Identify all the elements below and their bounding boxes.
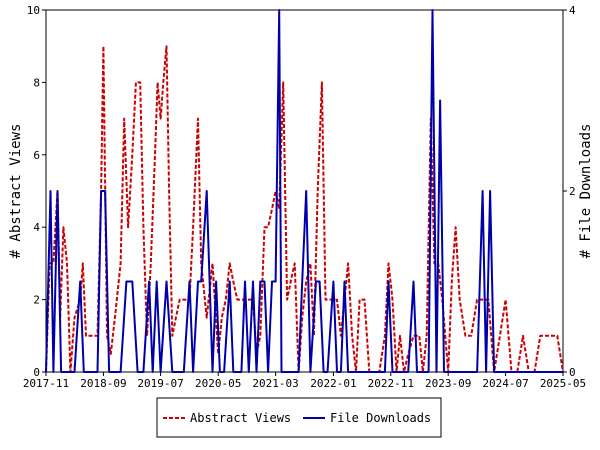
x-tick-label: 2024-07 bbox=[482, 377, 528, 390]
y-axis-left: 0 2 4 6 8 10 bbox=[27, 4, 46, 379]
y-left-tick-label: 6 bbox=[33, 149, 40, 162]
y-left-tick-label: 10 bbox=[27, 4, 40, 17]
y-axis-right-title: # File Downloads bbox=[578, 124, 594, 259]
x-axis: 2017-11 2018-09 2019-07 2020-05 2021-03 2022-… bbox=[23, 372, 586, 390]
y-left-tick-label: 4 bbox=[33, 221, 40, 234]
y-left-tick-label: 2 bbox=[33, 294, 40, 307]
legend: Abstract Views File Downloads bbox=[156, 397, 442, 438]
y-axis-right: 0 2 4 bbox=[563, 4, 576, 379]
x-tick-label: 2018-09 bbox=[80, 377, 126, 390]
series-line-file-downloads bbox=[45, 9, 563, 373]
y-left-tick-label: 8 bbox=[33, 76, 40, 89]
legend-label-file-downloads: File Downloads bbox=[330, 411, 431, 425]
plot-area bbox=[45, 9, 564, 373]
y-left-tick-label: 0 bbox=[33, 366, 40, 379]
y-axis-left-title: # Abstract Views bbox=[8, 124, 24, 259]
x-tick-label: 2020-05 bbox=[195, 377, 241, 390]
y-right-tick-label: 4 bbox=[569, 4, 576, 17]
y-right-tick-label: 2 bbox=[569, 185, 576, 198]
series-layer bbox=[45, 9, 564, 373]
x-tick-label: 2019-07 bbox=[137, 377, 183, 390]
legend-box bbox=[156, 397, 442, 438]
x-tick-label: 2025-05 bbox=[540, 377, 586, 390]
x-tick-label: 2023-09 bbox=[425, 377, 471, 390]
legend-label-abstract-views: Abstract Views bbox=[190, 411, 291, 425]
x-tick-label: 2017-11 bbox=[23, 377, 69, 390]
y-right-tick-label: 0 bbox=[569, 366, 576, 379]
x-tick-label: 2022-01 bbox=[310, 377, 356, 390]
x-tick-label: 2021-03 bbox=[252, 377, 298, 390]
series-line-abstract-views bbox=[45, 45, 564, 373]
x-tick-label: 2022-11 bbox=[368, 377, 414, 390]
